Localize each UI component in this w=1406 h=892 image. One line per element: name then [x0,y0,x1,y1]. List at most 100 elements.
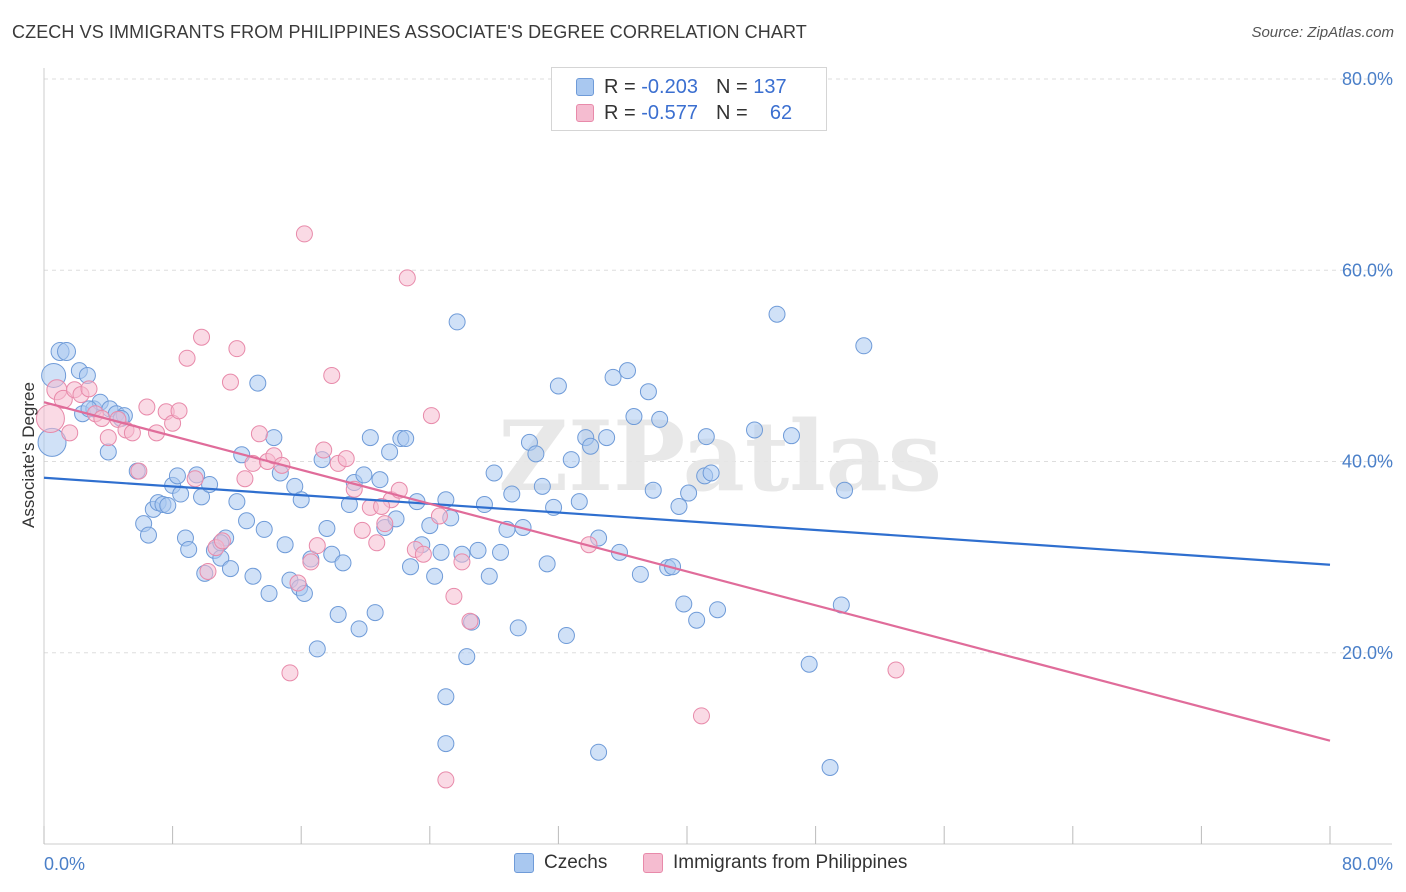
czech-point-123 [821,759,839,776]
czech-point-37 [244,567,262,585]
philippines-point-0 [35,403,65,433]
n-label: N = [715,101,748,124]
philippines-point-9 [99,429,117,447]
czech-point-33 [221,560,239,578]
source-label: Source: ZipAtlas.com [1251,24,1394,41]
czech-point-13 [99,443,117,461]
czech-point-96 [570,493,588,511]
czech-point-75 [448,313,466,331]
czech-point-119 [746,421,764,439]
y-tick-label-1: 40.0% [1342,452,1393,472]
czech-point-107 [644,481,662,499]
philippines-point-53 [430,507,448,525]
czech-point-52 [323,545,341,563]
czech-point-54 [334,554,352,572]
philippines-point-36 [302,553,320,571]
philippines-point-18 [170,402,188,420]
czech-point-113 [680,484,698,502]
legend-row-czechs: R = -0.203 N = 137 [576,74,787,100]
czech-point-41 [265,429,283,447]
czech-point-3 [57,342,77,362]
x-tick-label-1: 80.0% [1342,854,1393,874]
czech-point-80 [475,496,493,514]
philippines-point-43 [353,521,371,539]
czech-point-91 [538,555,556,573]
czech-legend-swatch [514,853,534,873]
philippines-point-37 [308,537,326,555]
czech-point-122 [800,655,818,673]
czech-point-127 [437,688,455,706]
czech-point-40 [260,584,278,602]
czech-point-103 [619,362,637,380]
czech-point-89 [527,445,545,463]
philippines-point-41 [337,450,355,468]
czech-point-77 [458,648,476,666]
czech-point-36 [238,512,256,530]
czech-point-51 [318,519,336,537]
czech-point-63 [381,443,399,461]
czech-point-121 [782,427,800,445]
czech-point-114 [688,611,706,629]
philippines-point-39 [323,366,341,384]
czech-point-53 [329,606,347,623]
czech-point-79 [469,541,487,559]
y-tick-label-2: 60.0% [1342,260,1393,280]
philippines-point-45 [368,534,386,552]
czech-point-39 [255,520,273,538]
philippines-point-59 [887,661,905,679]
czech-point-118 [709,601,727,619]
philippines-point-24 [213,532,231,550]
czech-point-106 [639,383,657,401]
series-legend: Czechs Immigrants from Philippines [0,852,1406,878]
czech-point-60 [366,604,384,622]
czech-point-83 [492,543,510,561]
n-value-philippines: 62 [769,101,793,124]
czech-point-58 [355,466,373,484]
philippines-point-58 [692,707,710,725]
czech-point-49 [308,640,326,658]
philippines-point-27 [236,470,254,488]
grid [44,78,1392,654]
czech-point-16 [139,526,157,544]
x-tick-label-0: 0.0% [44,854,85,874]
czech-point-120 [768,305,786,323]
czech-points [37,305,873,776]
philippines-point-25 [221,373,239,391]
czech-point-25 [180,540,198,558]
czech-point-108 [651,410,669,428]
czech-point-86 [509,619,527,637]
philippines-point-57 [461,612,479,630]
philippines-points [35,225,905,789]
legend-item-czechs: Czechs [514,852,607,874]
n-value-czechs: 137 [753,75,787,98]
philippines-point-20 [186,470,204,488]
philippines-point-13 [130,462,148,480]
czech-swatch [576,78,594,96]
philippines-point-26 [228,340,246,358]
legend-label-czechs: Czechs [544,852,608,873]
y-tick-label-3: 80.0% [1342,69,1393,89]
philippines-swatch [576,104,594,122]
philippines-point-19 [178,349,196,367]
philippines-point-21 [193,328,211,346]
philippines-point-34 [289,574,307,592]
philippines-point-51 [414,545,432,563]
czech-point-100 [598,429,616,447]
philippines-point-14 [138,398,156,416]
czech-point-101 [604,368,622,386]
philippines-point-6 [80,380,98,398]
philippines-point-54 [437,771,455,789]
czech-point-105 [631,565,649,583]
czech-point-129 [590,743,608,761]
czech-point-81 [480,567,498,585]
y-tick-label-0: 20.0% [1342,643,1393,663]
czech-point-104 [625,408,643,426]
philippines-legend-swatch [643,853,663,873]
philippines-point-52 [422,407,440,425]
r-label: R = [604,75,636,98]
legend-label-philippines: Immigrants from Philippines [673,852,908,873]
philippines-point-33 [281,664,299,682]
philippines-point-38 [315,441,333,459]
czech-point-57 [350,620,368,638]
